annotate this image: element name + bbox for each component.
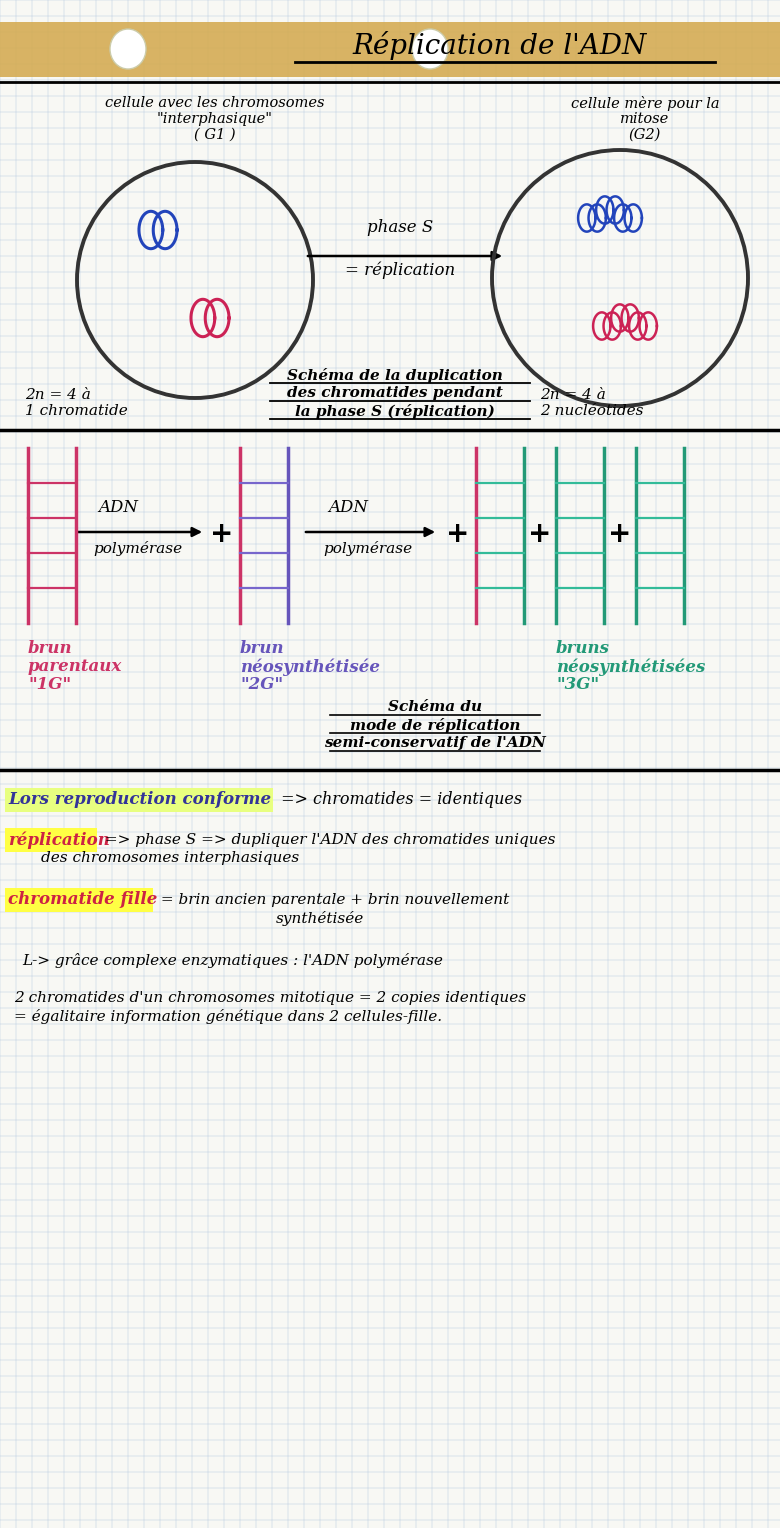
Text: 2n = 4 à: 2n = 4 à	[540, 388, 606, 402]
Text: cellule avec les chromosomes: cellule avec les chromosomes	[105, 96, 324, 110]
Text: bruns: bruns	[556, 640, 610, 657]
Text: des chromatides pendant: des chromatides pendant	[287, 387, 503, 400]
Text: "2G": "2G"	[240, 675, 283, 694]
Text: +: +	[211, 520, 234, 549]
Text: ADN: ADN	[98, 500, 138, 516]
Text: L-> grâce complexe enzymatiques : l'ADN polymérase: L-> grâce complexe enzymatiques : l'ADN …	[22, 952, 443, 967]
Bar	[5, 788, 273, 811]
Text: mitose: mitose	[620, 112, 669, 125]
Text: +: +	[608, 520, 632, 549]
Text: => chromatides = identiques: => chromatides = identiques	[276, 792, 522, 808]
Text: brun: brun	[28, 640, 73, 657]
Text: phase S: phase S	[367, 220, 433, 237]
Text: brun: brun	[240, 640, 285, 657]
Text: 2 nucléotides: 2 nucléotides	[540, 403, 644, 419]
Text: 1 chromatide: 1 chromatide	[25, 403, 128, 419]
Text: mode de réplication: mode de réplication	[349, 718, 520, 733]
Text: néosynthétisée: néosynthétisée	[240, 659, 380, 675]
Text: Lors reproduction conforme: Lors reproduction conforme	[8, 792, 271, 808]
Text: = réplication: = réplication	[345, 261, 455, 278]
Text: semi-conservatif de l'ADN: semi-conservatif de l'ADN	[324, 736, 546, 750]
Text: polymérase: polymérase	[94, 541, 183, 556]
Text: néosynthétisées: néosynthétisées	[556, 659, 705, 675]
Text: la phase S (réplication): la phase S (réplication)	[295, 403, 495, 419]
Bar	[0, 21, 780, 76]
Text: cellule mère pour la: cellule mère pour la	[571, 96, 719, 112]
Ellipse shape	[110, 29, 146, 69]
Text: (G2): (G2)	[629, 128, 661, 142]
Ellipse shape	[412, 29, 448, 69]
Text: parentaux: parentaux	[28, 659, 122, 675]
Bar	[5, 828, 97, 853]
Text: +: +	[446, 520, 470, 549]
Bar	[5, 888, 153, 912]
Text: Réplication de l'ADN: Réplication de l'ADN	[353, 32, 647, 61]
Text: "1G": "1G"	[28, 675, 71, 694]
Text: chromatide fille: chromatide fille	[8, 891, 158, 909]
Text: => phase S => dupliquer l'ADN des chromatides uniques: => phase S => dupliquer l'ADN des chroma…	[100, 833, 555, 847]
Text: synthétisée: synthétisée	[276, 911, 364, 926]
Text: ADN: ADN	[328, 500, 368, 516]
Text: "interphasique": "interphasique"	[157, 112, 273, 125]
Text: +: +	[528, 520, 551, 549]
Text: réplication: réplication	[8, 831, 110, 848]
Text: 2 chromatides d'un chromosomes mitotique = 2 copies identiques: 2 chromatides d'un chromosomes mitotique…	[14, 992, 526, 1005]
Text: polymérase: polymérase	[324, 541, 413, 556]
Text: Schéma du: Schéma du	[388, 700, 482, 714]
Text: des chromosomes interphasiques: des chromosomes interphasiques	[41, 851, 299, 865]
Text: = brin ancien parentale + brin nouvellement: = brin ancien parentale + brin nouvellem…	[156, 892, 509, 908]
Text: = égalitaire information génétique dans 2 cellules-fille.: = égalitaire information génétique dans …	[14, 1008, 442, 1024]
Text: Schéma de la duplication: Schéma de la duplication	[287, 368, 503, 384]
Text: "3G": "3G"	[556, 675, 599, 694]
Text: ( G1 ): ( G1 )	[194, 128, 236, 142]
Text: 2n = 4 à: 2n = 4 à	[25, 388, 91, 402]
